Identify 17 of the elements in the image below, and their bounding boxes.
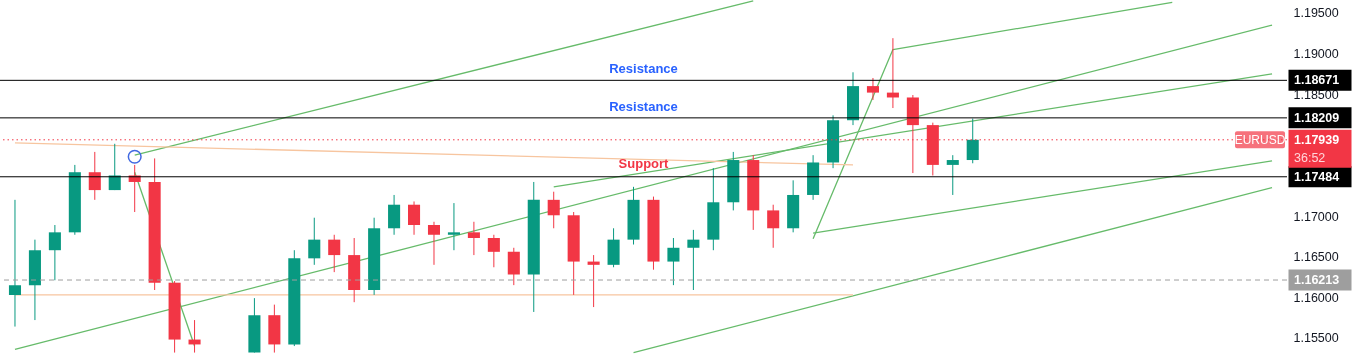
- ref-line-label: 1.18209: [1294, 110, 1340, 125]
- annotation: EURUSD: [1234, 132, 1286, 147]
- y-tick-label: 1.19000: [1293, 47, 1339, 62]
- y-tick-label: 1.19500: [1293, 6, 1339, 21]
- y-tick-label: 1.17000: [1293, 209, 1339, 224]
- ref-line-label: 1.18671: [1294, 73, 1340, 88]
- ref-line-label: 1.16213: [1294, 273, 1340, 288]
- y-tick-label: 1.16000: [1293, 290, 1339, 305]
- ref-line-label: 1.17939: [1294, 132, 1340, 147]
- y-tick-label: 1.16500: [1293, 250, 1339, 265]
- ref-line-label: 1.17484: [1294, 169, 1340, 184]
- annotation: Resistance: [609, 98, 678, 114]
- y-tick-label: 1.18500: [1293, 87, 1339, 102]
- y-tick-label: 1.15500: [1293, 331, 1339, 346]
- text: 36:52: [1294, 150, 1326, 165]
- annotation: Support: [618, 156, 670, 172]
- annotation: Resistance: [609, 61, 678, 77]
